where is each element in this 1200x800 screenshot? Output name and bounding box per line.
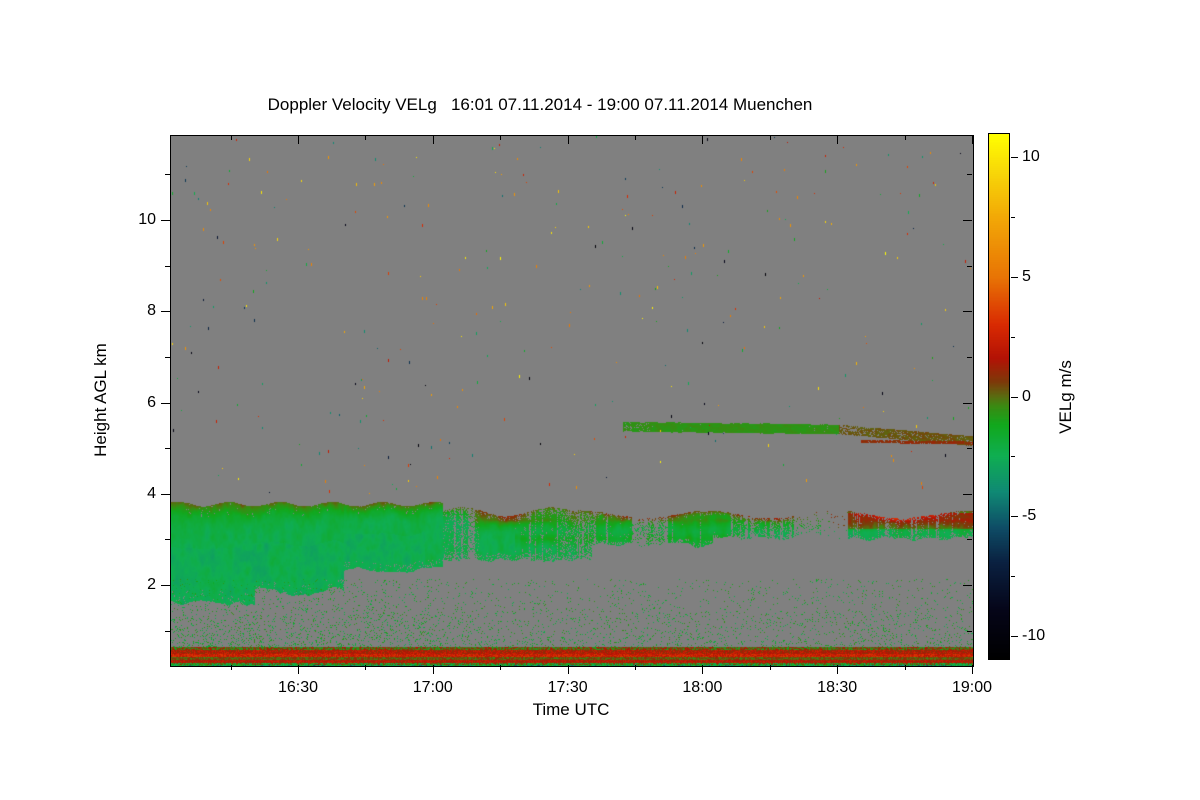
y-tick-minor-right [967,356,972,358]
x-tick-major [567,665,569,674]
colorbar-tick-label: 10 [1022,147,1040,165]
colorbar-tick-major [1011,276,1018,278]
y-tick-minor-right [967,539,972,541]
colorbar-canvas [989,134,1009,659]
y-tick-major-right [963,220,972,221]
x-tick-major-top [972,135,973,144]
x-tick-minor-top [365,135,367,140]
y-tick-label: 2 [147,576,156,593]
x-tick-minor-top [635,135,636,140]
colorbar-tick-label: -5 [1022,507,1037,525]
colorbar-tick-minor [1011,336,1015,338]
x-tick-label: 18:30 [817,679,858,696]
y-tick-minor-right [967,174,972,176]
colorbar-tick-label: 0 [1022,387,1031,405]
x-tick-major-top [567,135,569,144]
heatmap-data-canvas [171,136,973,666]
y-tick-minor [165,356,170,358]
x-tick-label: 19:00 [951,679,993,696]
x-tick-label: 17:00 [412,679,453,696]
x-tick-major-top [298,135,299,144]
y-tick-minor-right [967,265,972,267]
y-tick-minor [165,265,170,267]
colorbar-tick-major [1011,636,1018,638]
page-title: Doppler Velocity VELg 16:01 07.11.2014 -… [267,95,813,114]
colorbar-tick-major [1011,156,1018,158]
colorbar-title: VELg m/s [1056,360,1075,434]
y-tick-minor-right [967,630,972,632]
colorbar-tick-major [1011,516,1018,518]
y-tick-label: 8 [147,302,156,320]
x-tick-minor-top [904,135,906,140]
y-tick-minor-right [967,448,972,450]
y-tick-minor [165,630,170,632]
x-tick-major [432,665,434,674]
x-tick-minor [769,665,771,670]
y-tick-major [161,585,170,586]
y-tick-major [161,311,170,313]
x-tick-minor-top [230,135,232,140]
y-tick-major-right [963,402,972,404]
y-axis-title: Height AGL km [91,343,110,457]
x-tick-label: 17:30 [547,679,588,696]
colorbar-tick-minor [1011,456,1015,458]
colorbar-tick-major [1011,396,1018,398]
y-tick-major [161,493,170,495]
x-tick-minor [500,665,502,670]
x-tick-label: 16:30 [277,679,319,696]
x-tick-minor [230,665,232,670]
colorbar-gradient [988,133,1010,660]
x-tick-minor [904,665,906,670]
y-tick-major-right [963,493,972,495]
y-tick-label: 4 [147,484,156,502]
x-tick-minor [365,665,367,670]
y-tick-label: 6 [147,393,156,411]
x-tick-major-top [702,135,704,144]
x-tick-major-top [432,135,434,144]
x-tick-major [972,665,973,674]
colorbar-tick-minor [1011,216,1015,218]
x-tick-minor-top [769,135,771,140]
y-tick-label: 10 [138,211,156,228]
y-tick-major [161,402,170,404]
y-tick-major-right [963,585,972,586]
x-tick-major-top [837,135,839,144]
y-tick-major-right [963,311,972,313]
colorbar[interactable] [988,133,1010,660]
colorbar-tick-label: 5 [1022,267,1031,285]
y-tick-major [161,220,170,221]
x-tick-minor-top [500,135,502,140]
x-axis-title: Time UTC [532,700,610,719]
x-tick-major [702,665,704,674]
x-tick-label: 18:00 [682,679,723,696]
colorbar-tick-minor [1011,576,1015,578]
y-tick-minor [165,448,170,450]
x-tick-major [837,665,839,674]
heatmap-plot-area[interactable] [170,135,974,667]
y-tick-minor [165,539,170,541]
x-tick-minor [635,665,636,670]
y-tick-minor [165,174,170,176]
colorbar-tick-label: -10 [1022,627,1046,645]
x-tick-major [298,665,299,674]
